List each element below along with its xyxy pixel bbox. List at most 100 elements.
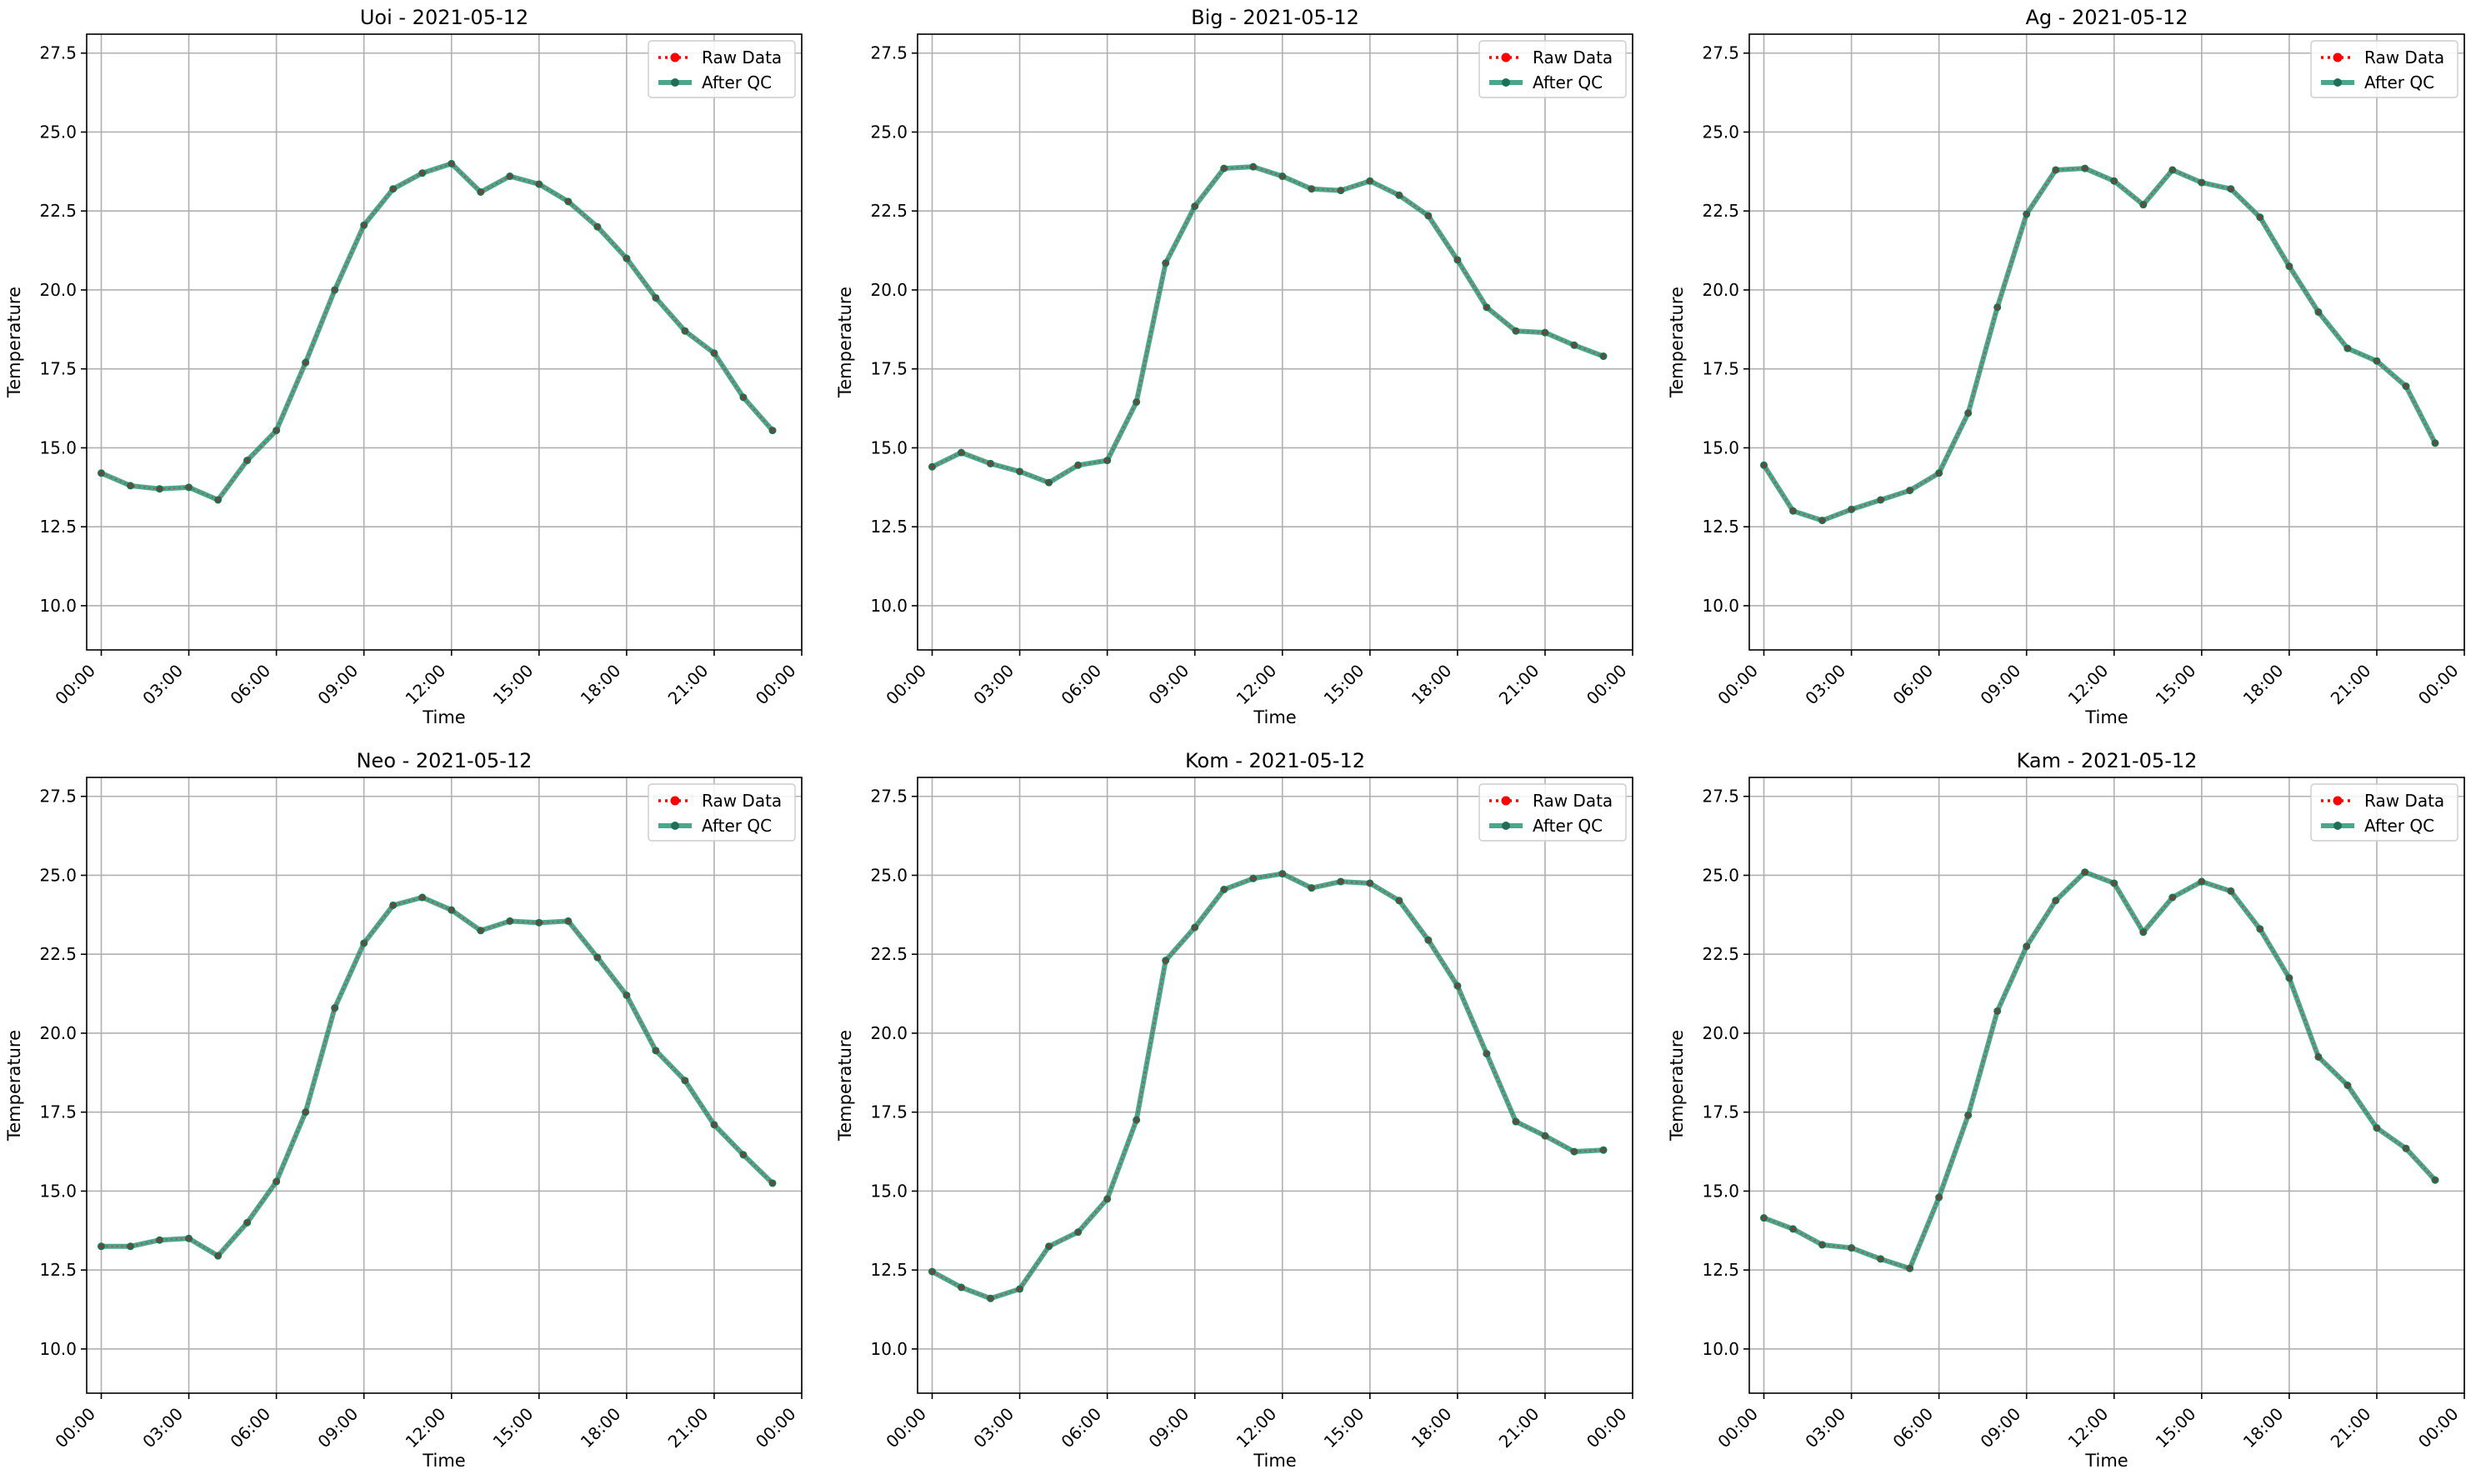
y-tick-label: 27.5 (1702, 787, 1739, 807)
x-tick-label: 12:00 (402, 1404, 450, 1452)
x-tick-label: 18:00 (1408, 1404, 1456, 1452)
point-raw-data (1543, 330, 1548, 335)
point-raw-data (2403, 1147, 2408, 1151)
point-after-qc (1162, 957, 1170, 965)
point-raw-data (187, 1237, 191, 1241)
point-raw-data (1572, 1149, 1577, 1154)
point-raw-data (2258, 215, 2263, 220)
x-tick-label: 03:00 (969, 1404, 1018, 1452)
point-after-qc (1599, 1146, 1608, 1154)
point-raw-data (508, 174, 512, 178)
point-after-qc (1103, 457, 1112, 465)
plot-frame (1748, 33, 2465, 651)
point-raw-data (653, 296, 658, 300)
x-axis-label: Time (2084, 1451, 2128, 1471)
point-after-qc (1964, 1112, 1973, 1120)
point-raw-data (2053, 167, 2058, 172)
y-tick-label: 10.0 (39, 1339, 77, 1359)
point-after-qc (1191, 202, 1199, 211)
x-tick-label: 00:00 (1583, 1404, 1631, 1452)
point-raw-data (1338, 188, 1343, 192)
x-tick-label: 00:00 (51, 661, 99, 709)
series-line-after-qc (931, 164, 1605, 486)
point-raw-data (1878, 497, 1883, 502)
point-after-qc (1074, 1228, 1083, 1237)
point-raw-data (1163, 261, 1168, 265)
legend: Raw Data After QC (1478, 783, 1627, 842)
point-raw-data (158, 487, 162, 491)
x-tick-label: 06:00 (1888, 1404, 1937, 1452)
point-raw-data (478, 928, 483, 933)
x-tick-label: 09:00 (1145, 661, 1193, 709)
point-raw-data (1076, 1230, 1080, 1234)
point-after-qc (477, 187, 485, 196)
legend-marker-after-qc (671, 822, 679, 830)
point-after-qc (1308, 884, 1316, 892)
point-after-qc (739, 393, 748, 402)
point-raw-data (1995, 305, 1999, 310)
point-after-qc (2168, 166, 2177, 174)
point-after-qc (958, 448, 966, 457)
point-raw-data (128, 1244, 133, 1248)
x-tick-label: 15:00 (489, 661, 538, 709)
point-raw-data (1937, 471, 1941, 475)
point-after-qc (681, 1077, 689, 1085)
point-raw-data (1193, 925, 1197, 930)
point-raw-data (537, 182, 542, 187)
point-raw-data (1047, 480, 1051, 485)
point-raw-data (1280, 174, 1284, 178)
point-raw-data (595, 224, 600, 229)
y-tick-label: 10.0 (870, 596, 908, 616)
point-raw-data (216, 1253, 220, 1258)
x-tick-label: 00:00 (882, 661, 930, 709)
point-after-qc (2256, 213, 2264, 222)
point-raw-data (1251, 877, 1255, 881)
x-tick-label: 12:00 (2064, 1404, 2113, 1452)
point-raw-data (187, 485, 191, 490)
point-raw-data (274, 1179, 278, 1184)
point-after-qc (214, 496, 223, 504)
x-tick-label: 21:00 (2327, 1404, 2375, 1452)
point-raw-data (391, 187, 395, 191)
legend-marker-raw-data (1501, 796, 1511, 806)
legend: Raw Data After QC (648, 40, 796, 98)
chart-panel: 00:00 03:00 06:00 09:00 12:00 15:00 18:00 21:00… (1667, 749, 2465, 1471)
legend-label-after-qc: After QC (2364, 816, 2434, 836)
point-raw-data (1397, 193, 1402, 197)
point-raw-data (770, 1181, 775, 1186)
y-tick-label: 25.0 (870, 122, 908, 142)
x-tick-label: 09:00 (314, 1404, 363, 1452)
y-tick-label: 22.5 (1702, 201, 1739, 221)
y-tick-label: 15.0 (1702, 437, 1739, 457)
x-tick-label: 00:00 (51, 1404, 99, 1452)
point-raw-data (2403, 384, 2408, 388)
point-raw-data (1163, 958, 1168, 963)
point-after-qc (2285, 262, 2293, 271)
x-tick-label: 06:00 (1057, 1404, 1105, 1452)
point-raw-data (1513, 329, 1518, 333)
point-raw-data (1251, 164, 1255, 169)
x-tick-label: 09:00 (1145, 1404, 1193, 1452)
point-raw-data (770, 428, 775, 432)
y-tick-label: 20.0 (870, 1023, 908, 1043)
point-raw-data (478, 190, 483, 194)
point-raw-data (2316, 310, 2321, 314)
point-raw-data (2083, 870, 2087, 874)
point-raw-data (1601, 1147, 1606, 1152)
chart-title: Ag - 2021-05-12 (2025, 6, 2188, 29)
point-raw-data (1572, 343, 1577, 347)
legend-marker-raw-data (2333, 52, 2343, 62)
point-raw-data (1966, 411, 1970, 415)
legend: Raw Data After QC (1478, 40, 1627, 98)
series-line-after-qc (931, 871, 1604, 1302)
series-line-raw-data (1763, 167, 2436, 522)
y-tick-label: 22.5 (39, 201, 77, 221)
x-axis-label: Time (422, 1451, 465, 1471)
point-after-qc (1877, 496, 1885, 504)
series-line-after-qc (1763, 869, 2438, 1272)
y-tick-label: 27.5 (870, 43, 908, 63)
point-raw-data (2170, 895, 2174, 900)
point-after-qc (1220, 886, 1228, 894)
legend-label-raw-data: Raw Data (2364, 791, 2444, 811)
x-tick-label: 21:00 (2327, 661, 2375, 709)
